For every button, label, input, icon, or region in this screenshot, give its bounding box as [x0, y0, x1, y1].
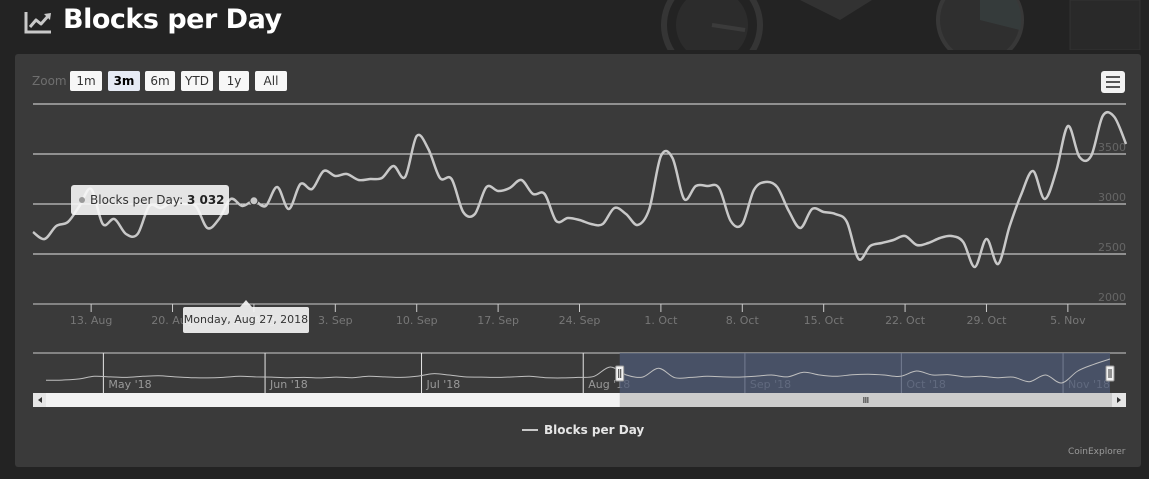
series-layer — [32, 110, 1128, 269]
legend-label: Blocks per Day — [544, 423, 645, 437]
tooltip: Blocks per Day: 3 032 — [71, 185, 229, 215]
hover-point-marker — [249, 196, 259, 206]
tooltip-series-name: Blocks per Day — [90, 193, 180, 207]
legend-item-blocks-per-day[interactable]: Blocks per Day — [522, 423, 644, 437]
zoom-all-button[interactable]: All — [255, 71, 287, 91]
navigator-series-line — [45, 358, 1111, 384]
y-tick-label: 2000 — [1098, 291, 1126, 304]
hamburger-icon-bar — [1106, 86, 1120, 88]
navigator-right-handle[interactable] — [1105, 365, 1115, 382]
zoom-ytd-button[interactable]: YTD — [181, 71, 213, 91]
x-tick-label: 22. Oct — [885, 314, 926, 327]
tooltip-date-flag: Monday, Aug 27, 2018 — [183, 300, 309, 333]
credits-link[interactable]: CoinExplorer — [1068, 447, 1126, 457]
hamburger-icon-bar — [1106, 81, 1120, 83]
zoom-1y-button[interactable]: 1y — [219, 71, 249, 91]
x-tick-label: 3. Sep — [318, 314, 353, 327]
navigator-selected-range[interactable] — [619, 353, 1110, 393]
tooltip-value: 3 032 — [186, 193, 225, 207]
navigator-month-label: Jun '18 — [269, 378, 308, 391]
y-axis-ticks: 2000 2500 3000 3500 — [1098, 141, 1126, 304]
y-tick-label: 2500 — [1098, 241, 1126, 254]
x-tick-label: 17. Sep — [477, 314, 519, 327]
zoom-label: Zoom — [32, 74, 67, 88]
zoom-6m-button[interactable]: 6m — [145, 71, 175, 91]
y-tick-label: 3500 — [1098, 141, 1126, 154]
x-tick-label: 24. Sep — [559, 314, 601, 327]
page-title: Blocks per Day — [63, 4, 282, 35]
navigator-month-label: Jul '18 — [426, 378, 461, 391]
chevron-right-icon — [1117, 397, 1121, 403]
x-tick-label: 15. Oct — [804, 314, 845, 327]
series-line-blocks-per-day[interactable] — [32, 110, 1128, 269]
navigator-left-handle[interactable] — [615, 365, 625, 382]
x-tick-label: 10. Sep — [396, 314, 438, 327]
tooltip-series-marker — [79, 196, 85, 203]
x-tick-label: 13. Aug — [70, 314, 112, 327]
hamburger-icon-bar — [1106, 76, 1120, 78]
zoom-3m-button[interactable]: 3m — [108, 71, 140, 91]
x-tick-label: 29. Oct — [966, 314, 1007, 327]
navigator-month-label: May '18 — [108, 378, 151, 391]
line-chart-icon — [24, 12, 51, 34]
y-tick-label: 3000 — [1098, 191, 1126, 204]
x-tick-label: 1. Oct — [644, 314, 678, 327]
legend-line-symbol — [522, 428, 538, 431]
zoom-1m-button[interactable]: 1m — [70, 71, 102, 91]
header: Blocks per Day — [0, 0, 1149, 50]
x-tick-label: 8. Oct — [726, 314, 760, 327]
background-illustration — [661, 0, 1141, 50]
x-tick-label: 5. Nov — [1050, 314, 1086, 327]
chart-menu-button[interactable] — [1101, 71, 1125, 93]
chevron-left-icon — [38, 397, 42, 403]
